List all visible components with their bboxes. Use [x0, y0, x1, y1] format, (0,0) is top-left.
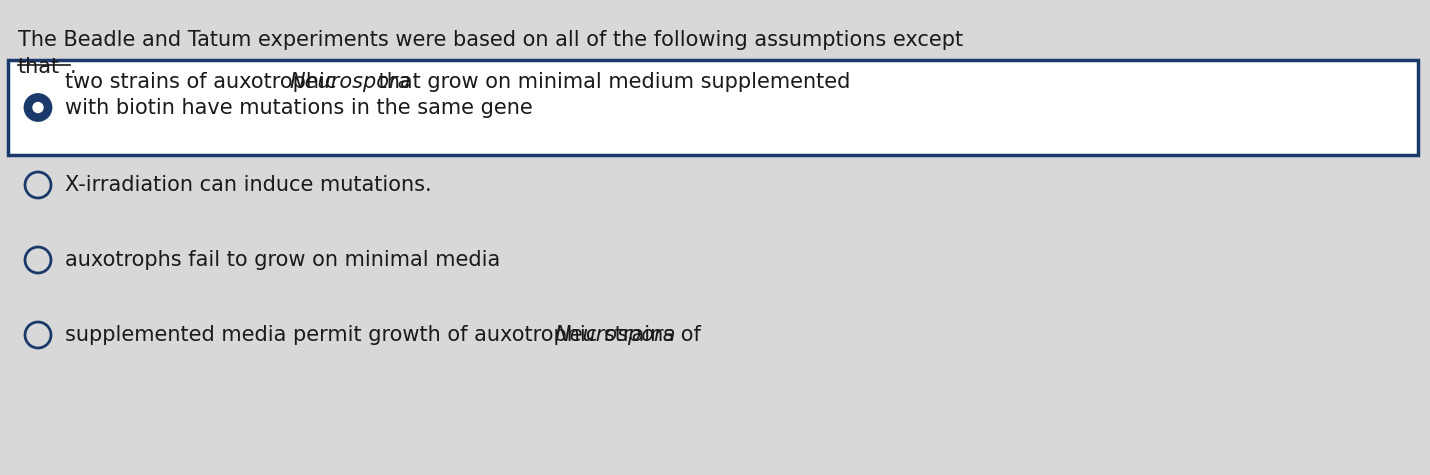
Text: Neurospora: Neurospora: [289, 72, 410, 92]
Circle shape: [24, 95, 51, 121]
Text: auxotrophs fail to grow on minimal media: auxotrophs fail to grow on minimal media: [64, 250, 500, 270]
Text: that: that: [19, 57, 60, 77]
Circle shape: [33, 103, 43, 113]
Text: that grow on minimal medium supplemented: that grow on minimal medium supplemented: [372, 72, 851, 92]
Text: .: .: [70, 57, 77, 77]
Text: X-irradiation can induce mutations.: X-irradiation can induce mutations.: [64, 175, 432, 195]
Text: with biotin have mutations in the same gene: with biotin have mutations in the same g…: [64, 98, 533, 118]
FancyBboxPatch shape: [9, 60, 1419, 155]
Text: Neurospora: Neurospora: [555, 325, 676, 345]
Text: two strains of auxotrophic: two strains of auxotrophic: [64, 72, 343, 92]
Text: The Beadle and Tatum experiments were based on all of the following assumptions : The Beadle and Tatum experiments were ba…: [19, 30, 964, 50]
Text: supplemented media permit growth of auxotrophic strains of: supplemented media permit growth of auxo…: [64, 325, 708, 345]
